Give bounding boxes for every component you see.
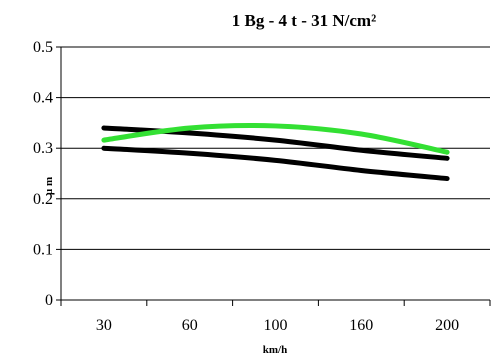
y-tick-labels: 0 0.1 0.2 0.3 0.4 0.5: [33, 39, 53, 309]
x-tick-label: 160: [349, 317, 373, 334]
x-tick-label: 30: [96, 317, 112, 334]
x-axis-label: km/h: [263, 344, 287, 356]
x-tick-label: 60: [182, 317, 198, 334]
x-tick-label: 200: [435, 317, 459, 334]
axes: [56, 46, 491, 306]
x-tick-labels: 30 60 100 160 200: [96, 317, 459, 334]
y-tick-label: 0.3: [33, 140, 53, 157]
y-tick-label: 0: [45, 292, 53, 309]
y-axis-label: µ m: [43, 177, 55, 195]
series-lines: [101, 122, 450, 182]
series-line-2: [101, 145, 450, 182]
y-tick-label: 0.4: [33, 90, 53, 107]
y-tick-label: 0.1: [33, 241, 53, 258]
x-tick-label: 100: [264, 317, 288, 334]
y-tick-label: 0.5: [33, 39, 53, 56]
series-line-3: [101, 122, 450, 155]
y-tick-label: 0.2: [33, 191, 53, 208]
chart-title: 1 Bg - 4 t - 31 N/cm²: [232, 11, 376, 30]
